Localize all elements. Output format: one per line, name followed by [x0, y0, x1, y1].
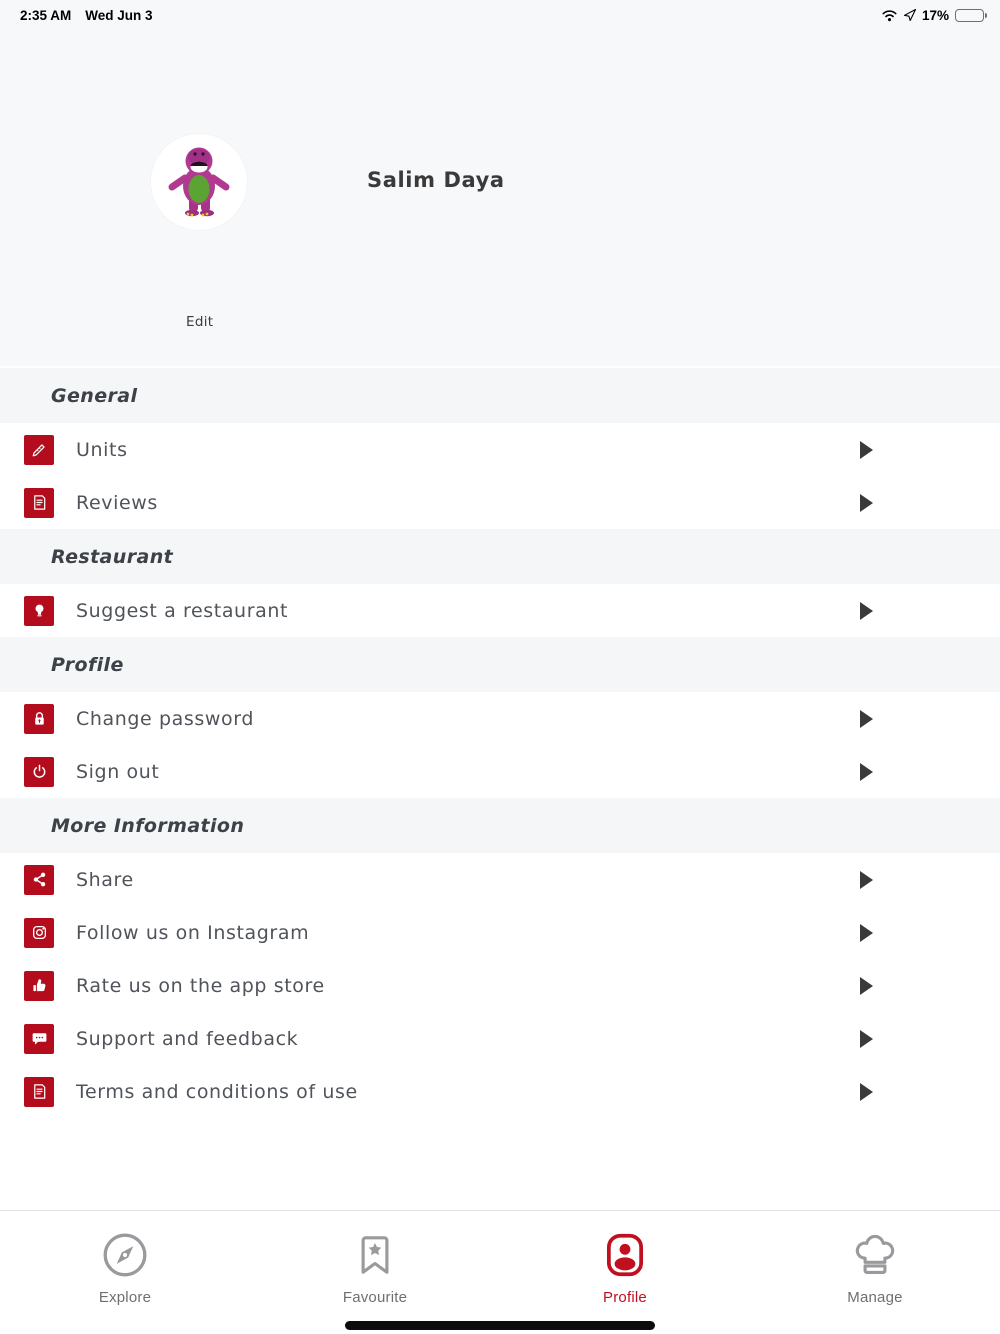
list-item-label: Rate us on the app store: [76, 974, 325, 997]
list-item-share[interactable]: Share: [0, 853, 1000, 906]
list-item-label: Reviews: [76, 491, 158, 514]
list-item-change-password[interactable]: Change password: [0, 692, 1000, 745]
disclosure-arrow-icon: [860, 1082, 873, 1101]
compass-icon: [100, 1229, 150, 1281]
list-item-rate-app[interactable]: Rate us on the app store: [0, 959, 1000, 1012]
disclosure-arrow-icon: [860, 923, 873, 942]
person-badge-icon: [600, 1229, 650, 1281]
tab-label: Profile: [603, 1289, 647, 1306]
list-item-support-feedback[interactable]: Support and feedback: [0, 1012, 1000, 1065]
list-item-label: Suggest a restaurant: [76, 599, 289, 622]
bookmark-star-icon: [350, 1229, 400, 1281]
list-item-label: Change password: [76, 707, 254, 730]
share-icon: [24, 864, 54, 895]
disclosure-arrow-icon: [860, 493, 873, 512]
purple-dinosaur-avatar-image: [151, 134, 247, 230]
disclosure-arrow-icon: [860, 762, 873, 781]
list-item-label: Follow us on Instagram: [76, 921, 310, 944]
tab-manage[interactable]: Manage: [750, 1211, 1000, 1334]
edit-profile-button[interactable]: Edit: [186, 314, 214, 330]
list-item-reviews[interactable]: Reviews: [0, 476, 1000, 529]
list-item-label: Share: [76, 868, 134, 891]
tab-profile[interactable]: Profile: [500, 1211, 750, 1334]
chat-icon: [24, 1023, 54, 1054]
document-icon: [24, 1076, 54, 1107]
avatar[interactable]: [151, 134, 247, 230]
tab-label: Favourite: [342, 1289, 408, 1306]
profile-name: Salim Daya: [367, 168, 505, 192]
disclosure-arrow-icon: [860, 870, 873, 889]
list-item-suggest-restaurant[interactable]: Suggest a restaurant: [0, 584, 1000, 637]
section-header-more-information: More Information: [0, 798, 1000, 853]
list-item-label: Terms and conditions of use: [76, 1080, 358, 1103]
instagram-icon: [24, 917, 54, 948]
home-indicator[interactable]: [345, 1321, 655, 1330]
clock-time: 2:35 AM: [20, 7, 72, 23]
battery-percent: 17%: [921, 7, 949, 23]
section-header-profile: Profile: [0, 637, 1000, 692]
list-item-label: Support and feedback: [76, 1027, 299, 1050]
lock-icon: [24, 703, 54, 734]
wifi-icon: [881, 9, 898, 22]
section-header-restaurant: Restaurant: [0, 529, 1000, 584]
thumbs-up-icon: [24, 970, 54, 1001]
tab-explore[interactable]: Explore: [0, 1211, 250, 1334]
power-icon: [24, 756, 54, 787]
tab-favourite[interactable]: Favourite: [250, 1211, 500, 1334]
disclosure-arrow-icon: [860, 440, 873, 459]
lightbulb-icon: [24, 595, 54, 626]
disclosure-arrow-icon: [860, 976, 873, 995]
chef-hat-icon: [850, 1229, 900, 1281]
disclosure-arrow-icon: [860, 601, 873, 620]
disclosure-arrow-icon: [860, 709, 873, 728]
list-item-units[interactable]: Units: [0, 423, 1000, 476]
list-item-label: Sign out: [76, 760, 160, 783]
ruler-pencil-icon: [24, 434, 54, 465]
list-item-terms[interactable]: Terms and conditions of use: [0, 1065, 1000, 1118]
status-bar: 2:35 AM Wed Jun 3 17%: [0, 0, 1000, 28]
tab-bar: Explore Favourite Profile: [0, 1210, 1000, 1334]
clock-date: Wed Jun 3: [85, 7, 153, 23]
list-item-sign-out[interactable]: Sign out: [0, 745, 1000, 798]
list-item-label: Units: [76, 438, 128, 461]
tab-label: Explore: [98, 1289, 152, 1306]
tab-label: Manage: [847, 1289, 903, 1306]
section-header-general: General: [0, 366, 1000, 423]
location-arrow-icon: [903, 9, 916, 21]
battery-icon: [955, 8, 987, 22]
list-item-instagram[interactable]: Follow us on Instagram: [0, 906, 1000, 959]
document-icon: [24, 487, 54, 518]
profile-header: Salim Daya Edit: [0, 0, 1000, 366]
disclosure-arrow-icon: [860, 1029, 873, 1048]
